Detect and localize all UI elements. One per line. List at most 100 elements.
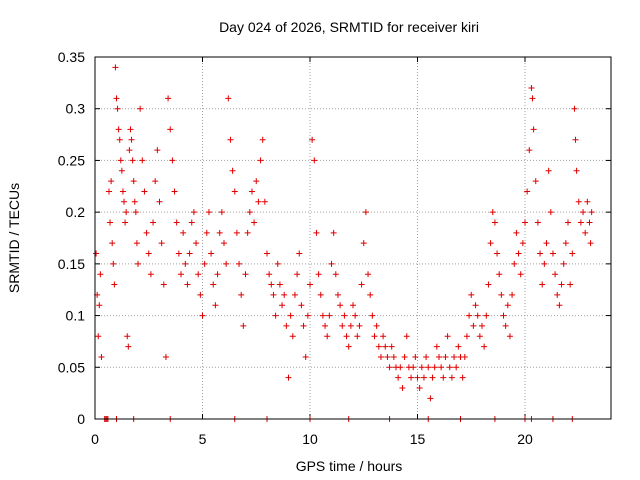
data-point: [112, 64, 119, 71]
data-point: [386, 364, 393, 371]
data-point: [294, 271, 301, 278]
data-point: [203, 229, 210, 236]
data-point: [369, 312, 376, 319]
data-point: [231, 188, 238, 195]
data-point: [96, 302, 103, 309]
data-point: [251, 219, 258, 226]
data-point: [223, 260, 230, 267]
data-point: [425, 364, 432, 371]
data-point: [139, 157, 146, 164]
data-point: [97, 271, 104, 278]
data-point: [193, 240, 200, 247]
data-point: [436, 353, 442, 360]
data-point: [384, 353, 391, 360]
data-point: [565, 219, 571, 226]
data-point: [154, 147, 161, 154]
data-point: [358, 281, 365, 288]
data-point: [466, 312, 473, 319]
data-point: [534, 219, 541, 226]
data-point: [547, 209, 554, 216]
data-point: [307, 281, 313, 288]
data-point: [150, 219, 157, 226]
data-point: [110, 260, 117, 267]
data-point: [371, 333, 378, 340]
data-point: [584, 198, 591, 205]
data-point: [242, 271, 249, 278]
data-point: [541, 260, 548, 267]
data-point: [324, 333, 331, 340]
data-point: [380, 333, 387, 340]
data-point: [549, 250, 556, 257]
data-point: [573, 167, 580, 174]
data-point: [511, 260, 518, 267]
data-point: [479, 322, 485, 329]
data-point: [420, 374, 427, 381]
data-point: [240, 322, 247, 329]
data-point: [274, 260, 281, 267]
data-point: [448, 374, 455, 381]
data-point: [246, 209, 253, 216]
data-point: [328, 260, 335, 267]
data-point: [459, 374, 466, 381]
chart-title: Day 024 of 2026, SRMTID for receiver kir…: [219, 19, 479, 35]
data-point: [526, 147, 533, 154]
data-point: [414, 374, 421, 381]
data-point: [108, 178, 115, 185]
data-point: [572, 136, 579, 143]
y-axis-label: SRMTID / TECUs: [6, 183, 22, 293]
data-point: [375, 343, 382, 350]
data-point: [481, 343, 488, 350]
data-point: [498, 291, 505, 298]
data-point: [171, 188, 178, 195]
data-point: [575, 198, 582, 205]
data-point: [382, 343, 389, 350]
data-point: [539, 281, 546, 288]
data-point: [476, 333, 483, 340]
data-point: [268, 281, 275, 288]
data-point: [343, 333, 350, 340]
data-point: [141, 188, 148, 195]
data-point: [261, 198, 268, 205]
data-point: [121, 198, 128, 205]
data-point: [571, 105, 578, 112]
data-point: [135, 260, 141, 267]
data-point: [345, 343, 352, 350]
data-point: [337, 302, 344, 309]
data-point: [143, 229, 150, 236]
data-point: [399, 384, 406, 391]
data-point: [401, 353, 408, 360]
data-point: [455, 343, 462, 350]
data-point: [188, 219, 195, 226]
data-point: [569, 250, 576, 257]
data-point: [517, 271, 524, 278]
data-point: [218, 209, 225, 216]
data-point: [119, 188, 126, 195]
data-point: [111, 281, 118, 288]
data-point: [283, 322, 290, 329]
data-point: [506, 333, 513, 340]
data-point: [244, 229, 251, 236]
data-point: [440, 374, 447, 381]
data-point: [587, 240, 594, 247]
data-point: [270, 291, 277, 298]
data-point: [412, 353, 419, 360]
x-axis-label: GPS time / hours: [296, 458, 403, 474]
data-point: [427, 395, 434, 402]
data-point: [330, 229, 337, 236]
data-point: [390, 353, 397, 360]
data-point: [524, 188, 531, 195]
data-point: [152, 178, 159, 185]
data-point: [339, 322, 346, 329]
data-point: [195, 271, 202, 278]
data-point: [304, 312, 311, 319]
data-point: [453, 364, 460, 371]
data-point: [347, 322, 354, 329]
data-point: [463, 333, 470, 340]
data-point: [302, 353, 309, 360]
data-point: [502, 322, 509, 329]
data-point: [354, 333, 361, 340]
data-point: [212, 302, 219, 309]
data-point: [362, 209, 369, 216]
y-tick-label: 0.15: [58, 256, 85, 272]
